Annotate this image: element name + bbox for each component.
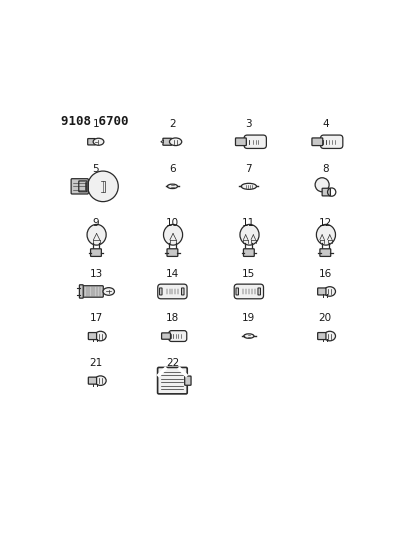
Text: 21: 21: [89, 358, 103, 368]
Ellipse shape: [95, 332, 106, 341]
Text: 4: 4: [322, 119, 329, 129]
Text: 10: 10: [166, 218, 179, 228]
Polygon shape: [161, 140, 164, 143]
Text: 18: 18: [166, 313, 179, 324]
Text: 13: 13: [89, 269, 103, 279]
FancyBboxPatch shape: [236, 138, 246, 146]
FancyBboxPatch shape: [169, 330, 187, 342]
Ellipse shape: [169, 138, 182, 146]
FancyBboxPatch shape: [244, 135, 266, 149]
FancyBboxPatch shape: [318, 333, 326, 340]
Text: 9: 9: [92, 218, 99, 228]
FancyBboxPatch shape: [243, 249, 254, 256]
Text: 15: 15: [242, 269, 256, 279]
Text: 2: 2: [169, 119, 176, 129]
FancyBboxPatch shape: [312, 138, 323, 146]
FancyBboxPatch shape: [258, 288, 261, 295]
FancyBboxPatch shape: [158, 284, 187, 299]
Circle shape: [315, 177, 329, 192]
Ellipse shape: [93, 138, 104, 146]
Ellipse shape: [244, 334, 254, 338]
FancyBboxPatch shape: [163, 138, 172, 146]
FancyBboxPatch shape: [162, 333, 171, 339]
FancyBboxPatch shape: [82, 286, 103, 297]
Text: 16: 16: [319, 269, 332, 279]
FancyBboxPatch shape: [182, 288, 184, 295]
FancyBboxPatch shape: [167, 249, 178, 256]
Text: 9108 6700: 9108 6700: [61, 115, 128, 128]
FancyBboxPatch shape: [88, 333, 97, 340]
Text: 5: 5: [92, 164, 99, 174]
Ellipse shape: [103, 288, 114, 295]
FancyBboxPatch shape: [157, 367, 187, 394]
FancyBboxPatch shape: [322, 188, 330, 196]
FancyBboxPatch shape: [79, 181, 87, 192]
Ellipse shape: [167, 184, 178, 189]
Ellipse shape: [240, 224, 259, 245]
Text: 1: 1: [92, 119, 99, 129]
FancyBboxPatch shape: [88, 377, 97, 384]
Ellipse shape: [316, 224, 335, 245]
FancyBboxPatch shape: [90, 249, 102, 256]
Text: 8: 8: [322, 164, 329, 174]
Ellipse shape: [241, 183, 256, 189]
Ellipse shape: [87, 224, 106, 245]
Text: 22: 22: [166, 358, 179, 368]
FancyBboxPatch shape: [318, 288, 326, 295]
Ellipse shape: [164, 224, 182, 245]
Ellipse shape: [95, 376, 106, 385]
FancyBboxPatch shape: [88, 139, 95, 145]
Text: 11: 11: [242, 218, 256, 228]
Ellipse shape: [324, 332, 335, 341]
Text: 6: 6: [169, 164, 176, 174]
Text: 7: 7: [245, 164, 252, 174]
Text: 17: 17: [89, 313, 103, 324]
FancyBboxPatch shape: [159, 288, 162, 295]
Text: 14: 14: [166, 269, 179, 279]
Text: 20: 20: [319, 313, 332, 324]
Circle shape: [88, 171, 118, 201]
Text: 3: 3: [245, 119, 252, 129]
FancyBboxPatch shape: [321, 135, 343, 149]
FancyBboxPatch shape: [79, 285, 83, 298]
Text: 19: 19: [242, 313, 256, 324]
FancyBboxPatch shape: [320, 249, 331, 256]
Ellipse shape: [324, 287, 335, 296]
Text: 12: 12: [319, 218, 332, 228]
FancyBboxPatch shape: [71, 179, 88, 194]
FancyBboxPatch shape: [236, 288, 238, 295]
FancyBboxPatch shape: [185, 376, 191, 385]
FancyBboxPatch shape: [234, 284, 263, 299]
